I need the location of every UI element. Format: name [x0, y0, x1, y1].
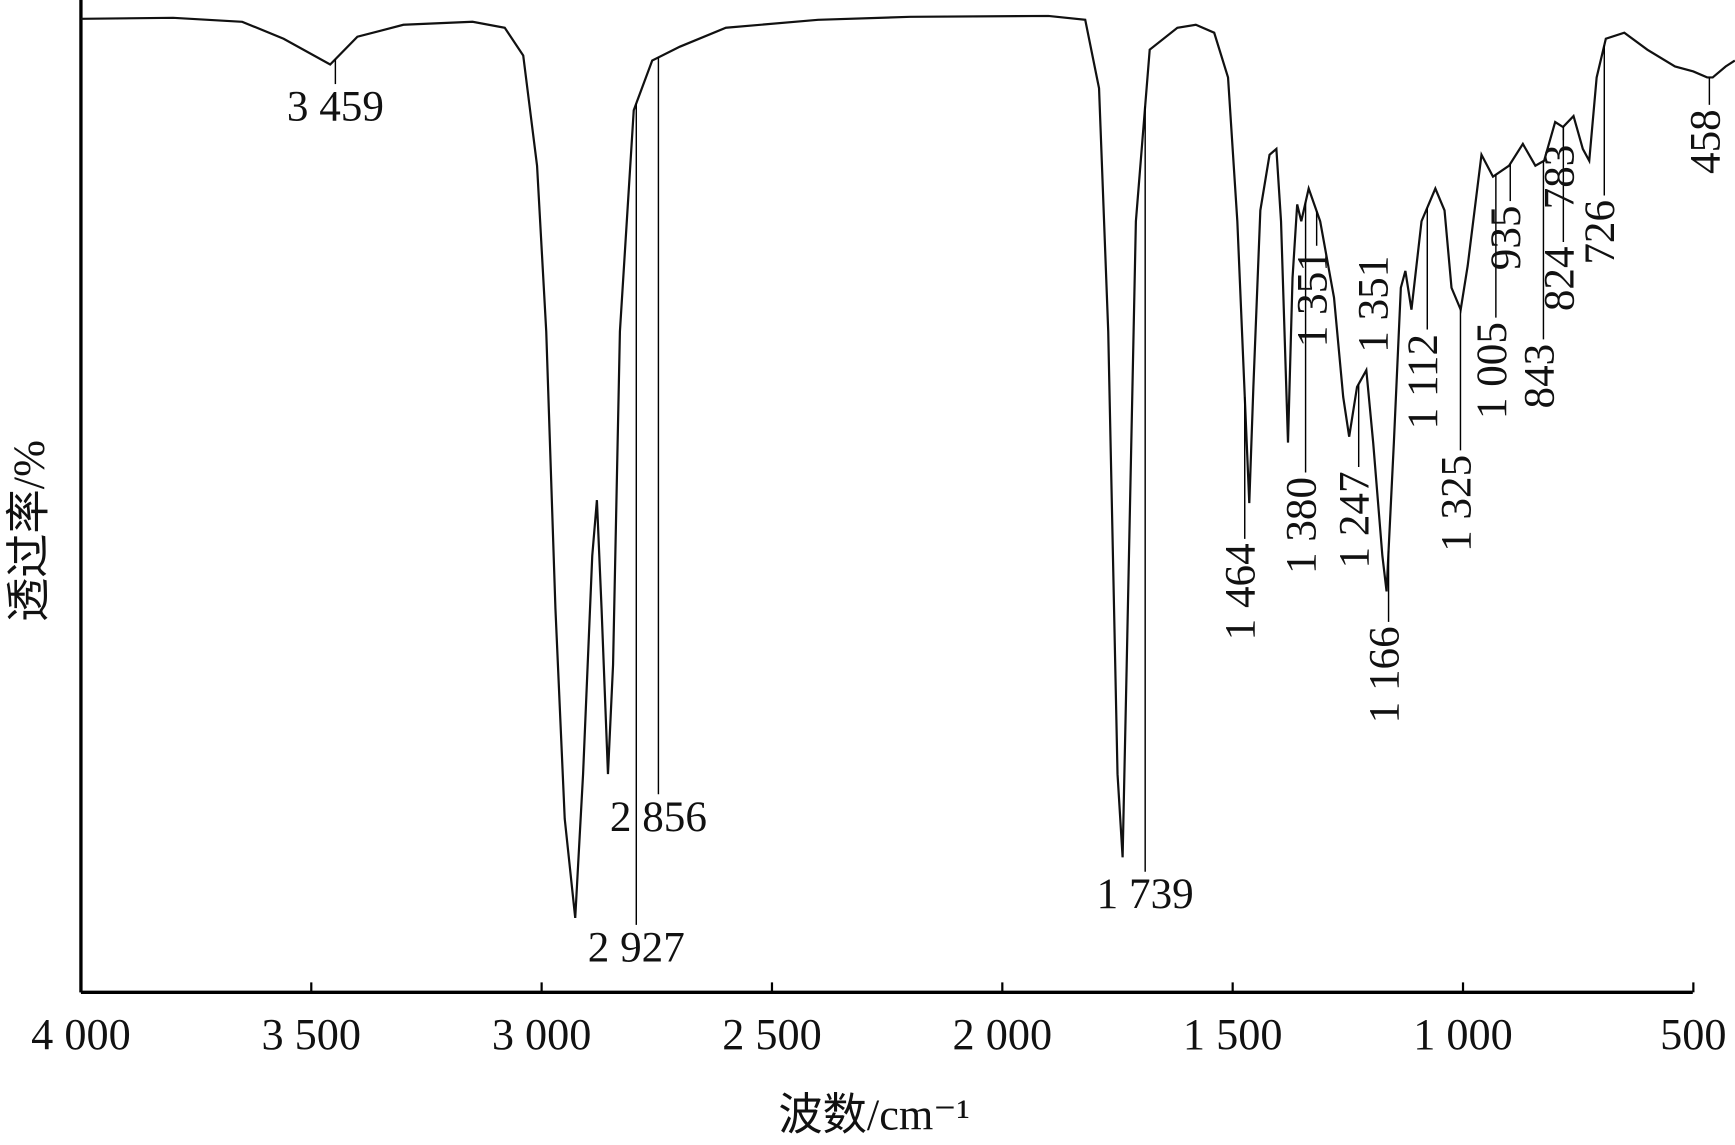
peak-label: 2 927 [588, 924, 685, 971]
peak-label: 2 856 [610, 794, 707, 841]
peak-label: 1 112 [1400, 334, 1447, 429]
peak-label: 1 351 [1350, 256, 1397, 353]
spectrum-line [80, 14, 1735, 918]
peak-label: 1 166 [1361, 626, 1408, 723]
x-tick-label: 3 000 [492, 1010, 592, 1059]
peak-label: 1 464 [1218, 543, 1265, 640]
peak-label: 1 325 [1433, 455, 1480, 552]
x-axis-label: 波数/cm⁻¹ [778, 1091, 969, 1140]
peak-label: 824 [1536, 246, 1583, 311]
y-axis-label: 透过率/% [5, 440, 54, 622]
peak-label: 935 [1483, 206, 1530, 271]
peak-label: 1 380 [1278, 477, 1325, 574]
peak-label: 1 247 [1332, 471, 1379, 568]
peak-label: 843 [1516, 344, 1563, 409]
x-tick-label: 2 500 [722, 1010, 822, 1059]
x-tick-label: 3 500 [262, 1010, 362, 1059]
peak-label: 726 [1577, 200, 1624, 265]
x-tick-label: 500 [1660, 1010, 1726, 1059]
peak-label: 458 [1682, 109, 1729, 174]
peak-label: 783 [1536, 145, 1583, 210]
peak-label: 1 351 [1290, 250, 1337, 347]
x-tick-label: 2 000 [953, 1010, 1053, 1059]
peak-label: 1 739 [1097, 871, 1194, 918]
peak-label: 3 459 [287, 84, 384, 131]
x-tick-label: 1 000 [1413, 1010, 1513, 1059]
peak-label: 1 005 [1469, 322, 1516, 419]
x-tick-label: 1 500 [1183, 1010, 1283, 1059]
x-tick-label: 4 000 [31, 1010, 131, 1059]
